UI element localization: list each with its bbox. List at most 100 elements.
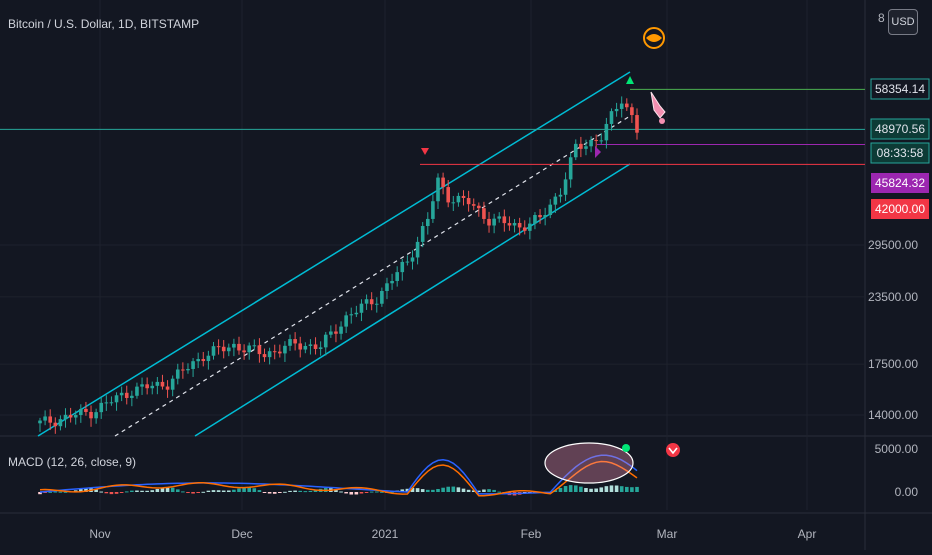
macd-histogram-bar [604, 486, 609, 492]
candle [313, 337, 318, 355]
candle [451, 195, 456, 212]
candle [79, 404, 83, 423]
macd-histogram-bar [568, 485, 573, 492]
candle [186, 363, 190, 374]
candle [573, 139, 578, 161]
macd-histogram-bar [94, 489, 98, 492]
macd-histogram-bar [354, 492, 359, 495]
macd-histogram-bar [497, 491, 502, 493]
macd-histogram-bar [482, 489, 486, 492]
signal-line [39, 460, 638, 497]
macd-histogram-bar [461, 488, 466, 492]
candle [502, 209, 507, 232]
macd-histogram-bar [313, 490, 318, 492]
candle [466, 190, 471, 212]
candle [170, 375, 175, 397]
macd-histogram-bar [43, 492, 47, 493]
macd-histogram-bar [431, 489, 435, 492]
macd-histogram-bar [186, 492, 190, 494]
candle [349, 307, 354, 324]
candle [528, 217, 532, 240]
candle [140, 377, 144, 395]
macd-pane [38, 454, 639, 497]
macd-histogram-bar [599, 487, 604, 492]
channel-midline [114, 115, 631, 437]
candle [94, 408, 98, 424]
macd-histogram-bar [364, 492, 369, 493]
price-labels: 58354.14 48970.56 08:33:58 45824.32 42000.00 [870, 78, 930, 219]
highlight-ellipse [544, 442, 634, 484]
macd-histogram-bar [359, 492, 364, 494]
trend-channel [37, 71, 631, 437]
macd-line [39, 454, 638, 495]
horizontal-levels [0, 88, 865, 165]
candles [38, 96, 639, 434]
macd-histogram-bar [553, 490, 558, 492]
candle [38, 417, 42, 432]
candle [548, 199, 553, 219]
macd-histogram-bar [206, 490, 211, 492]
candle [334, 324, 338, 343]
candle [84, 401, 88, 416]
currency-button[interactable]: USD [888, 9, 918, 35]
macd-histogram-bar [58, 491, 63, 493]
macd-histogram-bar [140, 490, 144, 492]
candle [517, 217, 522, 236]
macd-histogram-bar [119, 492, 124, 493]
macd-histogram-bar [477, 490, 481, 492]
candle [323, 331, 328, 356]
candle [242, 344, 246, 360]
macd-histogram-bar [191, 492, 195, 494]
candle [477, 202, 481, 217]
macd-histogram-bar [114, 492, 119, 494]
candle [155, 377, 160, 395]
y-tick-label: 23500.00 [868, 290, 918, 304]
candle [579, 136, 583, 158]
macd-histogram-bar [446, 486, 451, 492]
candle [211, 341, 216, 360]
candle [73, 410, 78, 425]
macd-histogram-bar [38, 492, 42, 495]
macd-histogram-bar [573, 485, 578, 492]
macd-histogram-bar [175, 489, 180, 492]
macd-histogram-bar [99, 491, 104, 493]
candle [512, 219, 517, 233]
macd-histogram-bar [436, 488, 440, 492]
candle [497, 212, 502, 223]
macd-histogram-bar [262, 492, 267, 493]
candle [68, 407, 73, 423]
macd-histogram-bar [272, 492, 277, 494]
macd-histogram-bar [293, 490, 297, 492]
candle [318, 341, 323, 356]
candle [48, 409, 53, 431]
macd-histogram-bar [487, 489, 491, 492]
macd-histogram-bar [170, 487, 175, 492]
candle [329, 325, 333, 338]
annotations [421, 27, 680, 484]
candle [446, 179, 451, 208]
candle [533, 212, 537, 230]
candle [247, 342, 252, 360]
chart-title: Bitcoin / U.S. Dollar, 1D, BITSTAMP [8, 17, 200, 31]
macd-y-tick-label: 5000.00 [875, 442, 919, 456]
candle [288, 334, 292, 351]
candle [364, 294, 369, 310]
candle [410, 250, 415, 270]
candle [175, 363, 180, 385]
candle [262, 348, 267, 362]
candle [237, 336, 241, 355]
macd-histogram-bar [344, 492, 348, 494]
candle [553, 193, 558, 214]
price-label: 08:33:58 [870, 142, 930, 164]
candle [441, 172, 445, 195]
hand-pointer-icon [650, 91, 666, 124]
macd-histogram-bar [181, 491, 185, 493]
macd-histogram-bar [104, 492, 109, 494]
macd-histogram-bar [242, 487, 246, 492]
candle [104, 395, 109, 411]
price-label: 42000.00 [871, 199, 929, 219]
candle [63, 408, 68, 428]
candle [604, 117, 609, 149]
